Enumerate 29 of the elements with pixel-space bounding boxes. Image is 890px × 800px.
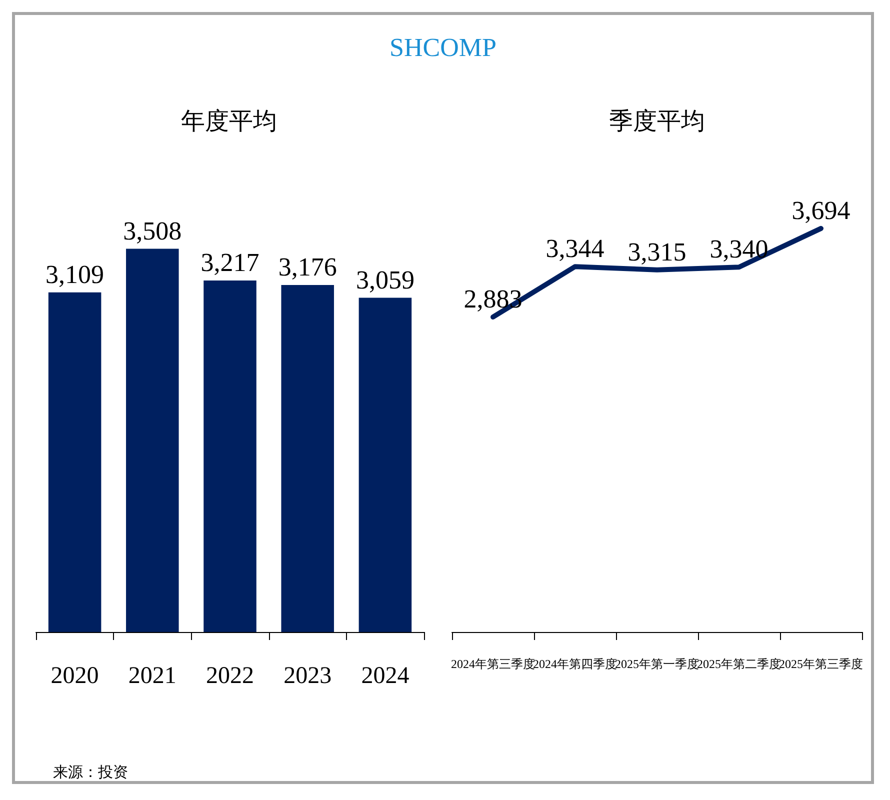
data-label: 3,508 bbox=[123, 216, 182, 246]
data-label: 3,109 bbox=[46, 260, 104, 289]
source-note: 来源：投资 bbox=[53, 764, 128, 782]
x-tick-label: 2020 bbox=[50, 663, 99, 689]
x-tick-label: 2024年第四季度 bbox=[533, 657, 617, 671]
x-tick-label: 2025年第三季度 bbox=[779, 657, 863, 671]
x-tick-label: 2023 bbox=[284, 663, 332, 689]
data-label: 3,217 bbox=[200, 248, 260, 278]
bar bbox=[204, 280, 256, 632]
chart-title: SHCOMP bbox=[388, 33, 498, 63]
chart-title: 季度平均 bbox=[609, 108, 705, 135]
x-tick-label: 2024 bbox=[361, 663, 410, 689]
data-label: 3,340 bbox=[710, 234, 768, 264]
data-label: 3,344 bbox=[546, 234, 604, 264]
x-tick-label: 2025年第一季度 bbox=[615, 657, 699, 671]
data-label: 3,059 bbox=[356, 265, 414, 294]
x-tick-label: 2022 bbox=[206, 663, 254, 689]
bar bbox=[48, 292, 102, 632]
bar bbox=[358, 298, 412, 632]
x-tick-label: 2024年第三季度 bbox=[451, 657, 535, 671]
data-label: 3,315 bbox=[628, 237, 686, 266]
chart-subtitle: 年度平均 bbox=[181, 108, 277, 135]
bar bbox=[281, 285, 334, 632]
data-label: 2,883 bbox=[464, 284, 522, 314]
data-label: 3,176 bbox=[278, 252, 337, 282]
x-tick-label: 2021 bbox=[128, 663, 176, 689]
bar bbox=[126, 248, 179, 632]
data-label: 3,694 bbox=[792, 196, 850, 225]
x-tick-label: 2025年第二季度 bbox=[697, 657, 781, 671]
